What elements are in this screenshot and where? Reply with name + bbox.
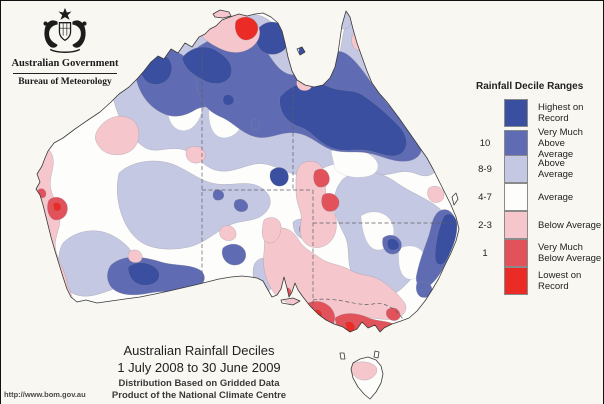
coat-of-arms-icon: [43, 7, 87, 54]
logo-government-text: Australian Government: [11, 58, 119, 69]
legend-range-label: Average: [538, 191, 574, 203]
legend-row: 10 Very Much Above Average: [466, 127, 602, 160]
legend-row: Lowest on Record: [466, 267, 602, 295]
map-product-line: Product of the National Climate Centre: [111, 390, 287, 401]
legend-row: 4-7 Average: [466, 183, 602, 211]
legend-row: 2-3 Below Average: [466, 211, 602, 239]
legend-row: 8-9 Above Average: [466, 155, 602, 183]
legend-range-label: Below Average: [538, 219, 602, 231]
footer-url: http://www.bom.gov.au: [4, 390, 86, 399]
legend-color-swatch: [504, 211, 528, 239]
legend-decile-label: 1: [482, 247, 488, 259]
legend-color-swatch: [504, 239, 528, 267]
legend-range-label: Very Much Below Average: [538, 242, 602, 264]
legend-color-swatch: [504, 99, 528, 127]
legend-row: Highest on Record: [466, 99, 602, 127]
legend-title: Rainfall Decile Ranges: [476, 81, 584, 92]
legend-decile-label: 8-9: [478, 163, 492, 175]
legend-row: 1 Very Much Below Average: [466, 239, 602, 267]
legend-color-swatch: [504, 183, 528, 211]
legend-range-label: Lowest on Record: [538, 270, 582, 292]
legend-range-label: Highest on Record: [538, 102, 584, 124]
legend-range-label: Above Average: [538, 158, 574, 180]
legend-decile-label: 4-7: [478, 191, 492, 203]
legend-decile-label: 2-3: [478, 219, 492, 231]
logo-bureau-text: Bureau of Meteorology: [18, 77, 112, 87]
legend-color-swatch: [504, 129, 528, 158]
legend-color-swatch: [504, 267, 528, 295]
legend-range-label: Very Much Above Average: [538, 127, 583, 160]
legend-panel: Rainfall Decile Ranges Highest on Record…: [466, 81, 602, 295]
legend-entries: Highest on Record 10 Very Much Above Ave…: [466, 99, 602, 295]
map-period: 1 July 2008 to 30 June 2009: [117, 360, 281, 375]
map-source-line: Distribution Based on Gridded Data: [118, 378, 280, 389]
state-borders: [201, 49, 453, 321]
map-title: Australian Rainfall Deciles: [123, 343, 275, 358]
caption-block: Australian Rainfall Deciles 1 July 2008 …: [77, 343, 321, 402]
legend-color-swatch: [504, 155, 528, 183]
logo-divider: [13, 73, 117, 74]
legend-decile-label: 10: [479, 138, 491, 149]
bom-logo-block: Australian Government Bureau of Meteorol…: [9, 6, 121, 88]
